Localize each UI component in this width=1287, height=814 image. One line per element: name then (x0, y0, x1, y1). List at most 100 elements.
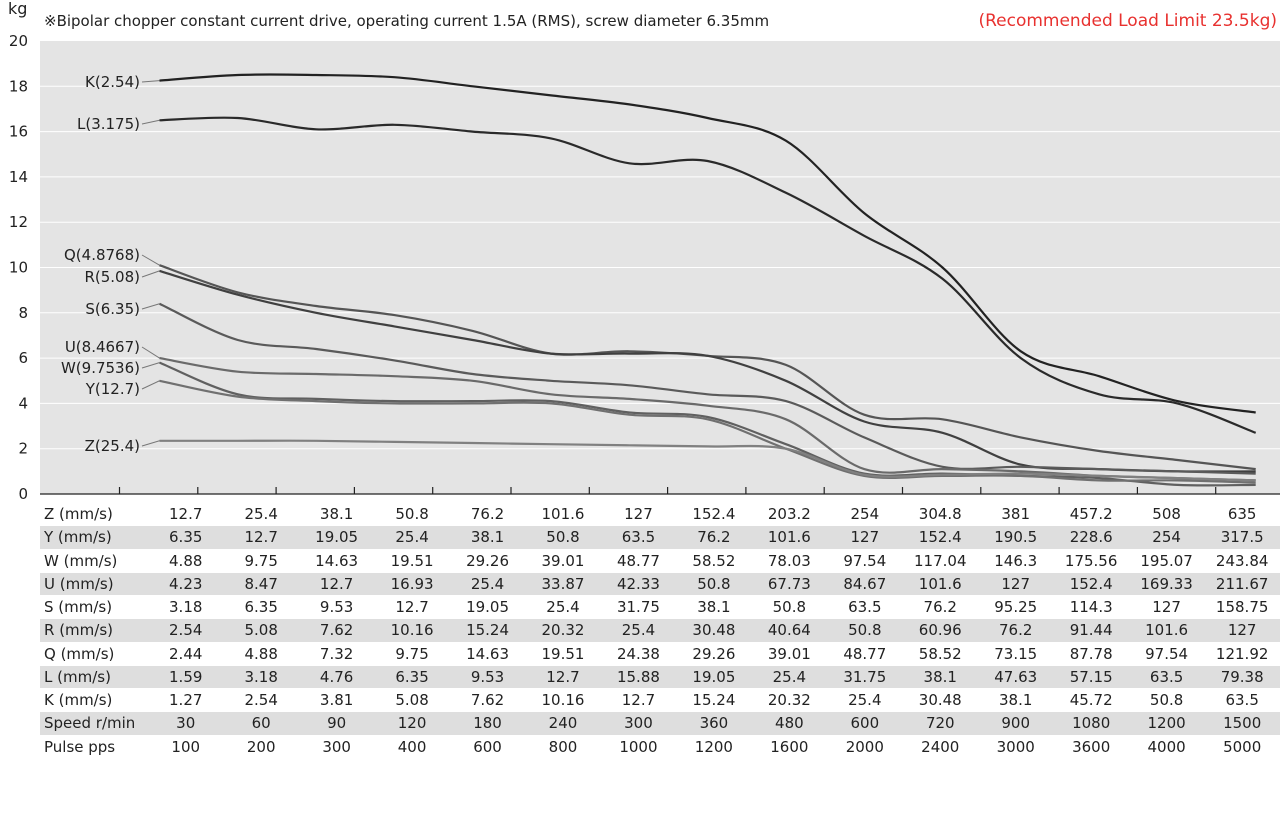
load-speed-chart: 0 2 4 6 8 10 12 14 16 18 20 K(2.54) L(3.175) Q(4.8768… (9, 32, 1280, 500)
table-cell: 457.2 (1069, 505, 1113, 524)
series-label-s: S(6.35) (85, 300, 140, 318)
y-axis-unit: kg (8, 0, 28, 18)
table-cell: 25.4 (244, 505, 278, 524)
row-label: R (mm/s) (40, 618, 148, 642)
table-cell: 2400 (921, 737, 960, 756)
table-cell: 254 (850, 505, 880, 524)
table-cell: 20.32 (525, 618, 601, 642)
series-leader-s (141, 303, 160, 310)
table-cell: 4.76 (298, 665, 375, 689)
table-cell: 4.23 (148, 572, 224, 596)
table-cell: 2.54 (244, 691, 278, 710)
table-cell: 200 (246, 737, 276, 756)
table-cell: 1.27 (169, 691, 203, 710)
series-leader-z (141, 440, 160, 447)
table-cell: 1500 (1204, 711, 1280, 735)
table-cell: 97.54 (843, 551, 887, 570)
table-cell: 1.59 (148, 665, 224, 689)
table-cell: 3.18 (169, 598, 203, 617)
table-cell: 19.51 (390, 551, 434, 570)
table-cell: 254 (1128, 525, 1205, 549)
table-row: S (mm/s) 3.18 6.35 9.53 12.7 19.05 25.4 31.75 38… (40, 596, 1280, 619)
table-cell: 360 (676, 711, 752, 735)
table-cell: 76.2 (923, 598, 957, 617)
table-cell: 38.1 (999, 691, 1033, 710)
y-tick-label: 10 (9, 259, 28, 277)
table-cell: 12.7 (298, 572, 375, 596)
table-cell: 190.5 (977, 525, 1054, 549)
series-line-l (159, 116, 1257, 434)
table-cell: 9.53 (449, 665, 526, 689)
table-row: K (mm/s) 1.27 2.54 3.81 5.08 7.62 10.16 12.7 15.… (40, 689, 1280, 712)
y-tick-label: 8 (18, 304, 28, 322)
y-tick-label: 2 (18, 440, 28, 458)
table-cell: 127 (624, 505, 653, 524)
table-cell: 195.07 (1140, 551, 1193, 570)
table-row: U (mm/s) 4.23 8.47 12.7 16.93 25.4 33.87 42.33 5… (40, 572, 1280, 596)
table-cell: 7.32 (319, 644, 354, 663)
table-row: Q (mm/s) 2.44 4.88 7.32 9.75 14.63 19.51 24.38 2… (40, 642, 1280, 666)
table-cell: 15.24 (692, 691, 736, 710)
table-cell: 180 (449, 711, 526, 735)
table-cell: 31.75 (616, 598, 660, 617)
table-cell: 304.8 (918, 505, 962, 524)
table-cell: 76.2 (470, 505, 505, 524)
series-leader-y (141, 380, 160, 390)
table-cell: 25.4 (848, 691, 882, 710)
table-cell: 127 (827, 525, 903, 549)
table-cell: 19.05 (298, 525, 375, 549)
table-cell: 95.25 (994, 598, 1038, 617)
table-cell: 58.52 (692, 551, 736, 570)
table-cell: 33.87 (525, 572, 601, 596)
table-cell: 3.81 (319, 691, 354, 710)
y-tick-label: 18 (9, 77, 28, 95)
table-cell: 15.24 (449, 618, 526, 642)
table-cell: 76.2 (676, 525, 752, 549)
table-cell: 25.4 (546, 598, 580, 617)
row-label: Pulse pps (44, 737, 116, 756)
table-cell: 8.47 (223, 572, 299, 596)
table-cell: 720 (902, 711, 978, 735)
table-cell: 14.63 (315, 551, 359, 570)
table-cell: 5.08 (223, 618, 299, 642)
series-label-z: Z(25.4) (85, 437, 140, 455)
table-cell: 16.93 (374, 572, 450, 596)
table-cell: 114.3 (1069, 598, 1113, 617)
row-label: L (mm/s) (40, 665, 148, 689)
table-cell: 57.15 (1053, 665, 1129, 689)
table-cell: 146.3 (994, 551, 1038, 570)
table-cell: 9.53 (319, 598, 354, 617)
table-cell: 101.6 (751, 525, 828, 549)
table-cell: 2.44 (169, 644, 203, 663)
table-cell: 30 (148, 711, 224, 735)
table-cell: 25.4 (374, 525, 450, 549)
series-line-z (159, 439, 1256, 482)
table-cell: 84.67 (827, 572, 903, 596)
table-cell: 7.62 (298, 618, 375, 642)
table-cell: 40.64 (751, 618, 828, 642)
series-leader-k (141, 80, 160, 83)
table-cell: 25.4 (449, 572, 526, 596)
table-cell: 48.77 (843, 644, 887, 663)
table-cell: 30.48 (918, 691, 962, 710)
table-cell: 67.73 (751, 572, 828, 596)
table-cell: 31.75 (827, 665, 903, 689)
table-row: Pulse pps 100 200 300 400 600 800 1000 1200 1600 2… (40, 735, 1280, 759)
table-cell: 15.88 (600, 665, 677, 689)
table-cell: 117.04 (914, 551, 967, 570)
y-tick-label: 16 (9, 123, 28, 141)
table-cell: 76.2 (977, 618, 1054, 642)
table-cell: 4.88 (169, 551, 203, 570)
table-row: Z (mm/s) 12.7 25.4 38.1 50.8 76.2 101.6 127 152.… (40, 503, 1280, 526)
table-cell: 400 (397, 737, 427, 756)
table-cell: 2.54 (148, 618, 224, 642)
table-cell: 6.35 (374, 665, 450, 689)
table-cell: 38.1 (319, 505, 354, 524)
table-cell: 50.8 (676, 572, 752, 596)
table-cell: 9.75 (244, 551, 278, 570)
table-cell: 1200 (694, 737, 733, 756)
row-label: Speed r/min (40, 711, 148, 735)
table-cell: 50.8 (1149, 691, 1184, 710)
table-cell: 243.84 (1215, 551, 1269, 570)
y-tick-label: 6 (18, 349, 28, 367)
